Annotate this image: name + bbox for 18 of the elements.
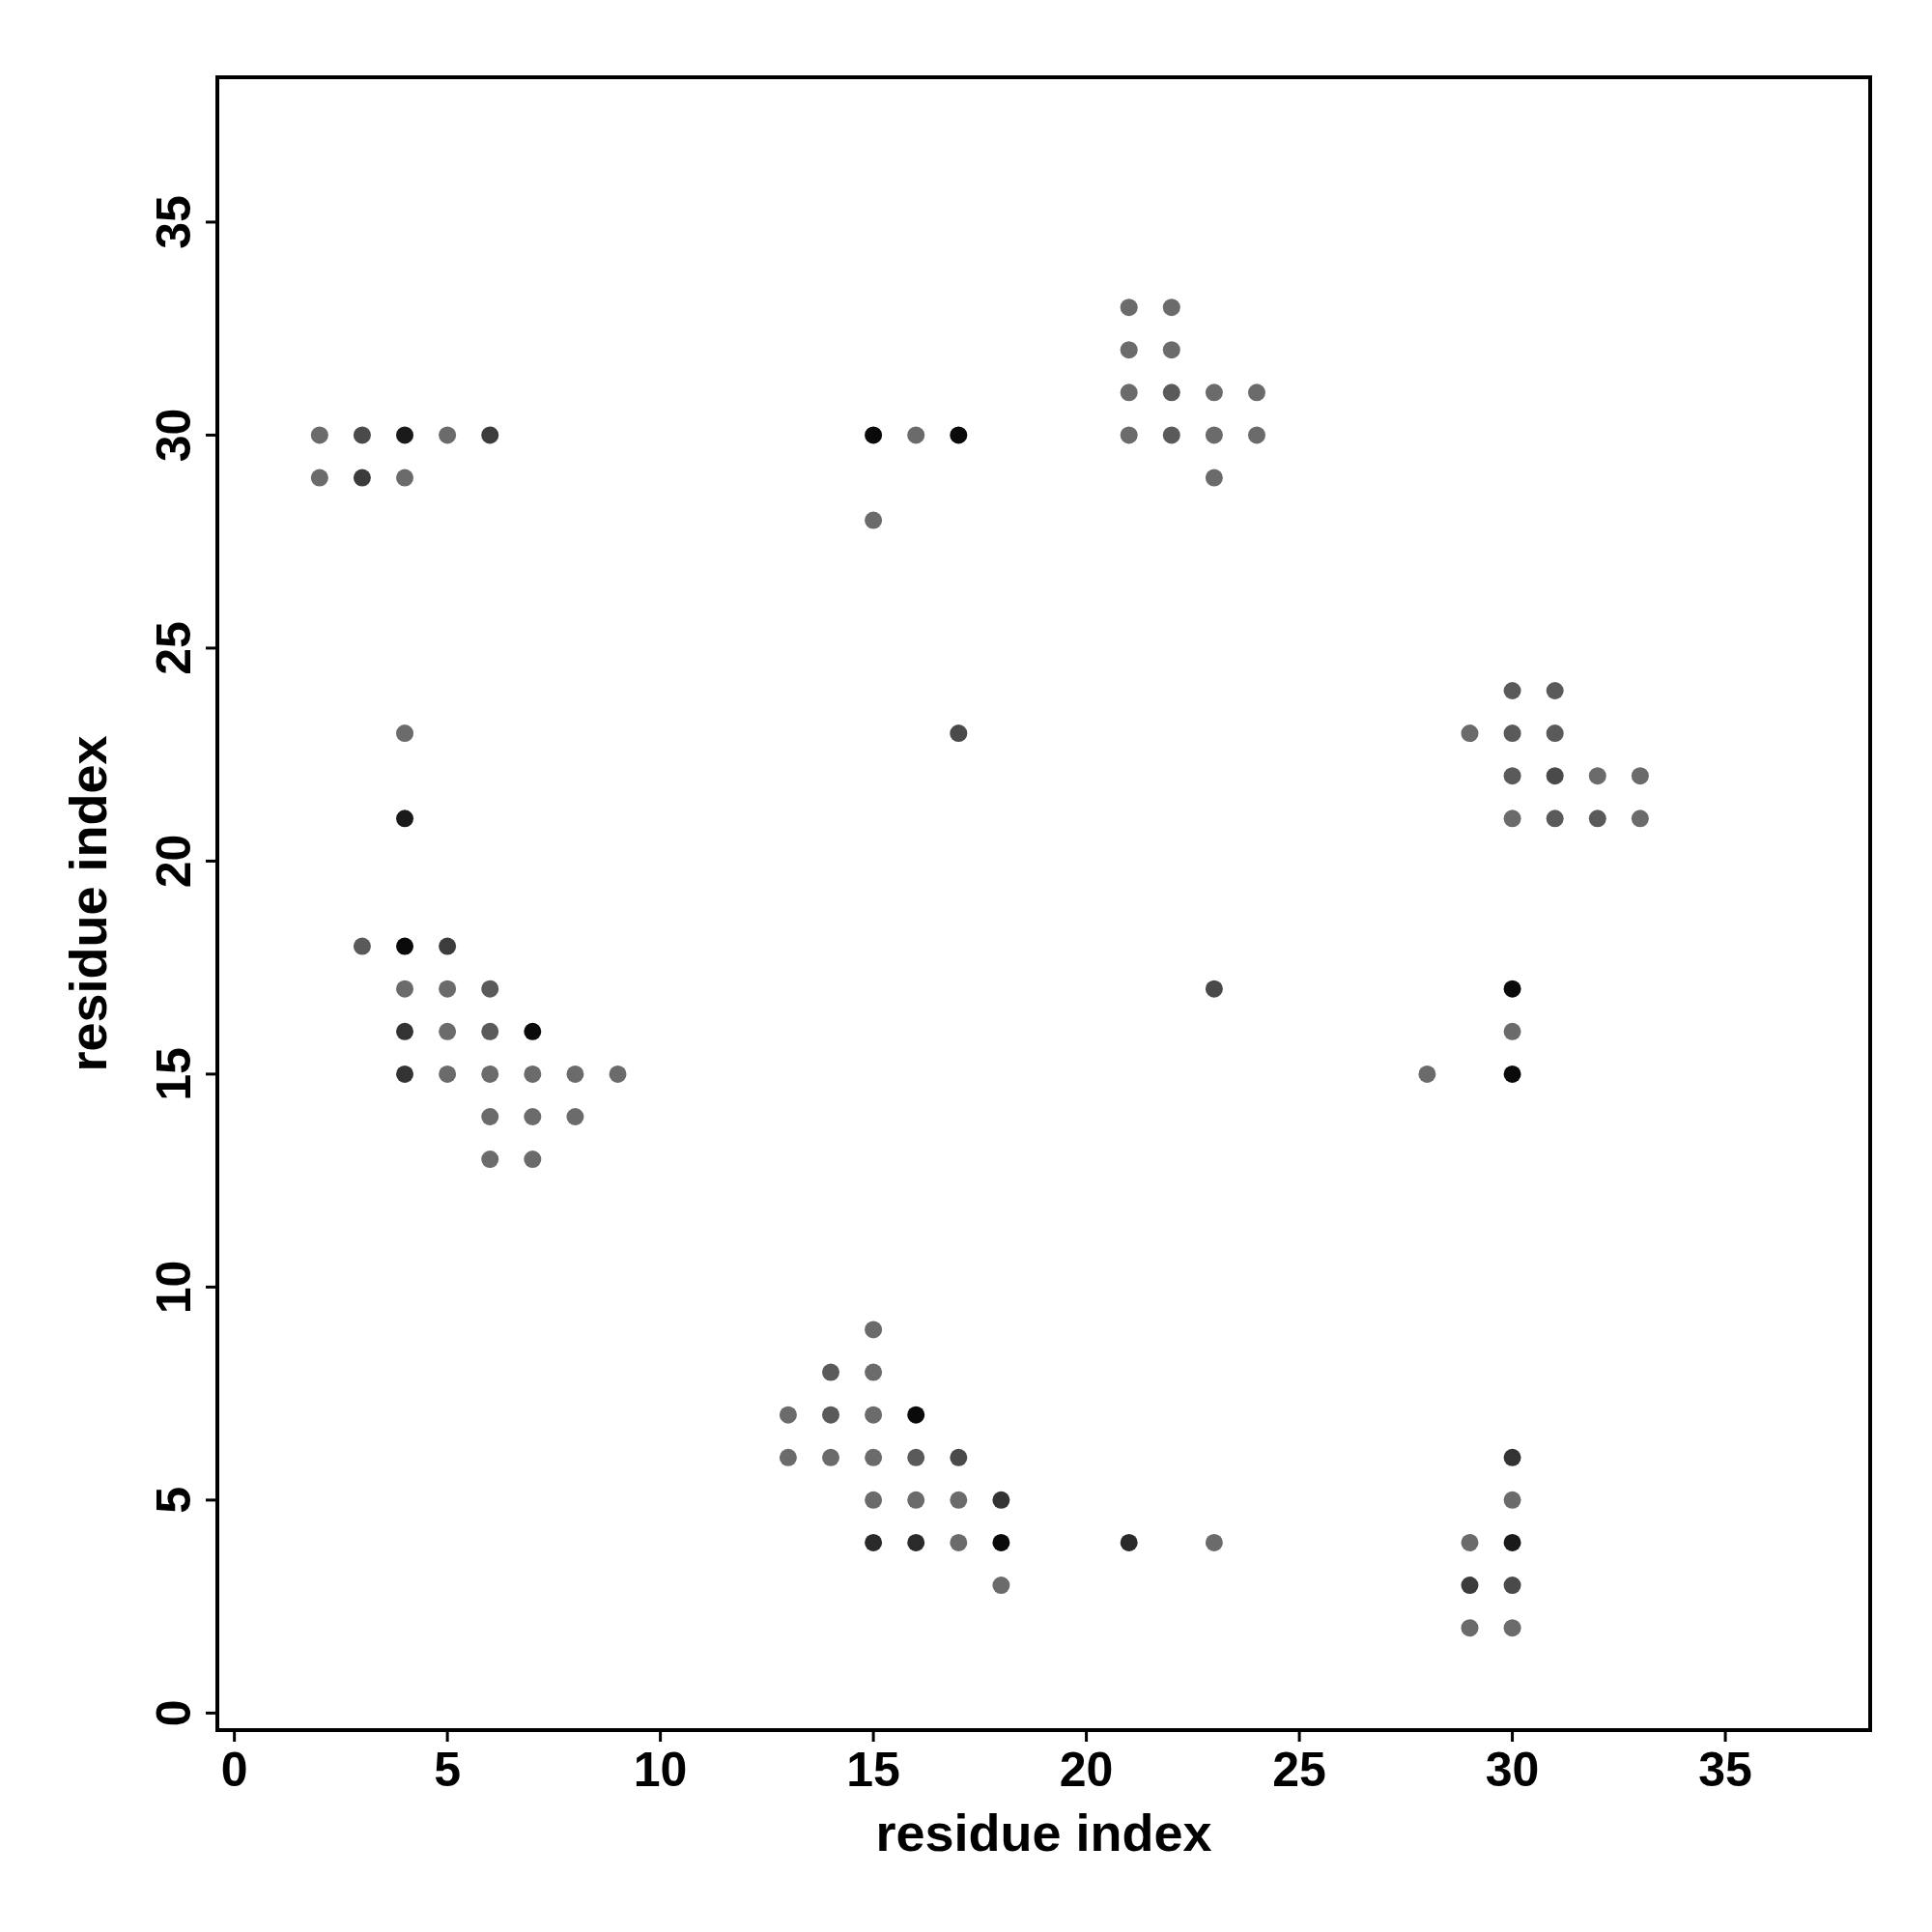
y-tick-label: 10 (147, 1260, 201, 1315)
y-tick-label: 20 (147, 834, 201, 889)
x-tick-label: 5 (434, 1743, 462, 1797)
x-axis-title: residue index (875, 1804, 1212, 1861)
y-tick-label: 25 (147, 621, 201, 675)
x-tick-label: 25 (1272, 1743, 1326, 1797)
x-tick-label: 35 (1698, 1743, 1752, 1797)
x-tick-label: 0 (220, 1743, 248, 1797)
x-tick-label: 30 (1485, 1743, 1540, 1797)
x-tick-label: 10 (633, 1743, 688, 1797)
y-tick-label: 35 (147, 195, 201, 249)
y-tick-label: 5 (147, 1486, 201, 1514)
y-tick-label: 30 (147, 408, 201, 463)
x-tick-label: 20 (1059, 1743, 1114, 1797)
x-tick-label: 15 (846, 1743, 900, 1797)
y-tick-label: 0 (147, 1699, 201, 1727)
y-axis-title: residue index (59, 735, 117, 1072)
y-tick-label: 15 (147, 1047, 201, 1101)
